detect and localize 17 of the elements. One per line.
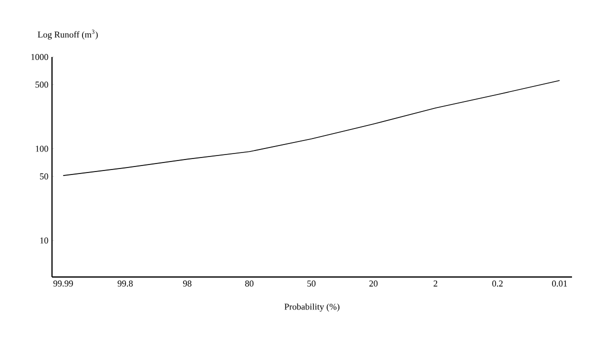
- x-tick-label: 20: [369, 280, 378, 287]
- y-tick-label: 50: [40, 173, 48, 180]
- y-axis-title: Log Runoff (m$^{3}$): [38, 30, 98, 40]
- x-tick-label: 50: [307, 280, 316, 287]
- x-axis-title: Probability (%): [284, 303, 340, 312]
- x-tick-label: 99.8: [118, 280, 133, 287]
- line-series: [62, 80, 560, 176]
- y-tick-label: 100: [36, 146, 48, 152]
- x-tick-label: 0.2: [492, 280, 503, 287]
- x-tick-label: 98: [183, 280, 192, 287]
- x-tick-label: 0.01: [552, 280, 567, 287]
- x-tick-label: 2: [434, 280, 438, 286]
- y-tick-label: 500: [36, 82, 48, 88]
- y-tick-label: 10: [40, 237, 48, 244]
- x-tick-label: 99.99: [53, 280, 73, 287]
- x-tick-label: 80: [245, 280, 254, 287]
- y-tick-label: 1000: [31, 54, 48, 60]
